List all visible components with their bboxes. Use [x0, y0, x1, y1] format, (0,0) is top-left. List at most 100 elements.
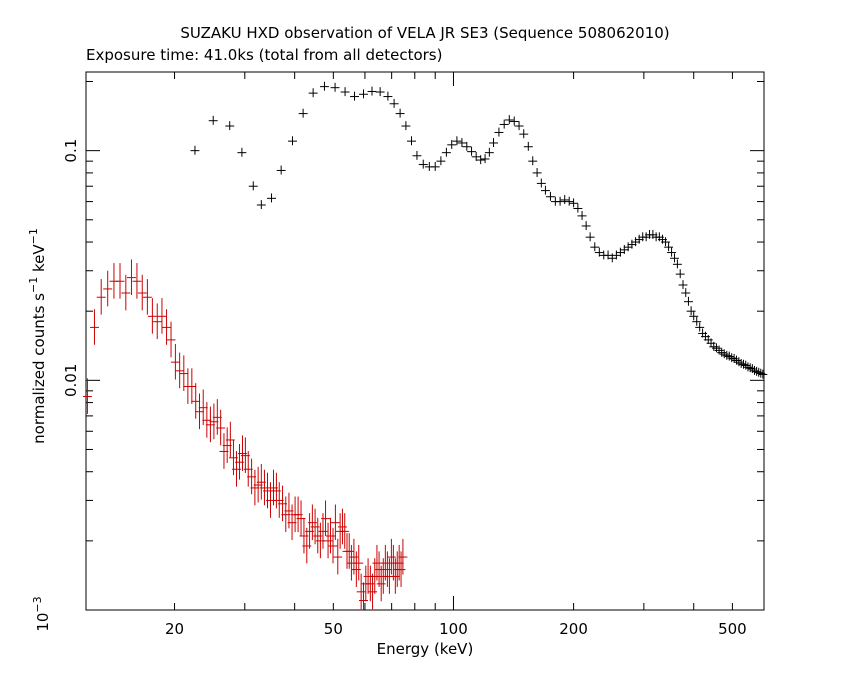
data-point: [494, 127, 504, 137]
data-point: [471, 151, 481, 161]
data-point: [412, 150, 422, 160]
y-label-prefix: normalized counts s: [30, 293, 48, 444]
data-point: [489, 138, 498, 148]
data-point: [573, 203, 583, 213]
data-point: [89, 309, 99, 345]
data-point: [337, 508, 347, 545]
data-point: [398, 538, 408, 575]
data-point: [276, 165, 286, 175]
data-point: [661, 237, 671, 247]
y-bottom-exp: −3: [31, 596, 44, 612]
data-point: [729, 353, 739, 363]
data-point: [457, 138, 467, 148]
data-point: [436, 156, 446, 166]
series-1: [82, 259, 408, 610]
x-tick-label: 50: [324, 620, 343, 638]
data-point: [121, 274, 131, 311]
data-point: [686, 306, 696, 316]
data-point: [739, 359, 748, 369]
data-point: [462, 141, 472, 151]
data-point: [374, 551, 384, 587]
data-point: [743, 362, 753, 372]
y-tick-label-bottom: 10−3: [31, 596, 52, 631]
x-tick-label: 20: [165, 620, 184, 638]
data-point: [267, 193, 276, 203]
data-point: [499, 119, 509, 129]
data-point: [175, 352, 185, 389]
data-point: [754, 367, 764, 377]
data-point: [166, 321, 176, 358]
data-point: [190, 145, 200, 155]
data-point: [484, 147, 494, 157]
data-point: [256, 200, 266, 210]
data-point: [581, 221, 591, 231]
x-tick-label: 100: [439, 620, 468, 638]
data-point: [187, 368, 197, 404]
data-point: [359, 89, 368, 99]
data-point: [514, 121, 524, 131]
data-point: [288, 136, 297, 146]
data-point: [321, 500, 331, 536]
data-point: [727, 353, 737, 363]
data-point: [323, 522, 333, 559]
data-point: [758, 369, 768, 379]
data-point: [205, 406, 215, 443]
data-point: [96, 279, 106, 315]
data-point: [683, 296, 693, 306]
data-point: [607, 253, 617, 263]
data-point: [545, 191, 555, 201]
data-point: [692, 316, 702, 326]
data-point: [349, 538, 359, 575]
data-point: [452, 136, 462, 146]
data-point: [615, 247, 625, 257]
data-point: [430, 161, 440, 171]
minor-ticks: [86, 72, 765, 611]
data-point: [667, 247, 677, 257]
data-point: [225, 121, 235, 131]
data-point: [540, 185, 550, 195]
data-point: [752, 366, 762, 376]
data-point: [354, 544, 364, 581]
y-label-mid: keV: [30, 244, 48, 277]
y-tick-labels: 0.1 0.01: [62, 139, 80, 397]
data-point: [675, 269, 685, 279]
data-point: [170, 343, 180, 380]
data-point: [350, 91, 359, 101]
data-point: [103, 270, 113, 307]
data-point: [115, 263, 125, 299]
data-point: [619, 244, 629, 254]
data-point: [681, 288, 691, 298]
data-point: [372, 544, 382, 581]
data-point: [480, 154, 490, 164]
data-point: [132, 263, 142, 299]
data-point: [678, 280, 688, 290]
data-point: [750, 365, 759, 375]
y-label-exp-2: −1: [27, 228, 40, 244]
data-point: [142, 279, 152, 315]
data-point: [577, 211, 587, 220]
data-point: [695, 322, 705, 332]
data-point: [585, 232, 595, 242]
data-point: [208, 115, 218, 125]
data-point: [356, 573, 366, 610]
data-point: [386, 538, 396, 575]
data-point: [401, 121, 411, 131]
data-point: [359, 582, 368, 610]
data-point: [365, 565, 375, 602]
data-point: [162, 309, 172, 345]
data-point: [528, 156, 538, 166]
data-point: [328, 527, 338, 564]
data-point: [756, 368, 766, 378]
x-tick-labels: 20 50 100 200 500: [165, 620, 747, 638]
data-point: [476, 155, 486, 165]
y-bottom-mantissa: 10: [34, 613, 52, 632]
data-point: [569, 198, 579, 208]
y-label-exp-1: −1: [27, 277, 40, 293]
data-point: [380, 544, 390, 581]
x-axis-label: Energy (keV): [377, 640, 474, 658]
x-tick-label: 200: [559, 620, 588, 638]
data-point: [732, 355, 741, 365]
data-point: [634, 234, 644, 244]
data-point: [564, 196, 574, 206]
data-point: [536, 178, 546, 188]
